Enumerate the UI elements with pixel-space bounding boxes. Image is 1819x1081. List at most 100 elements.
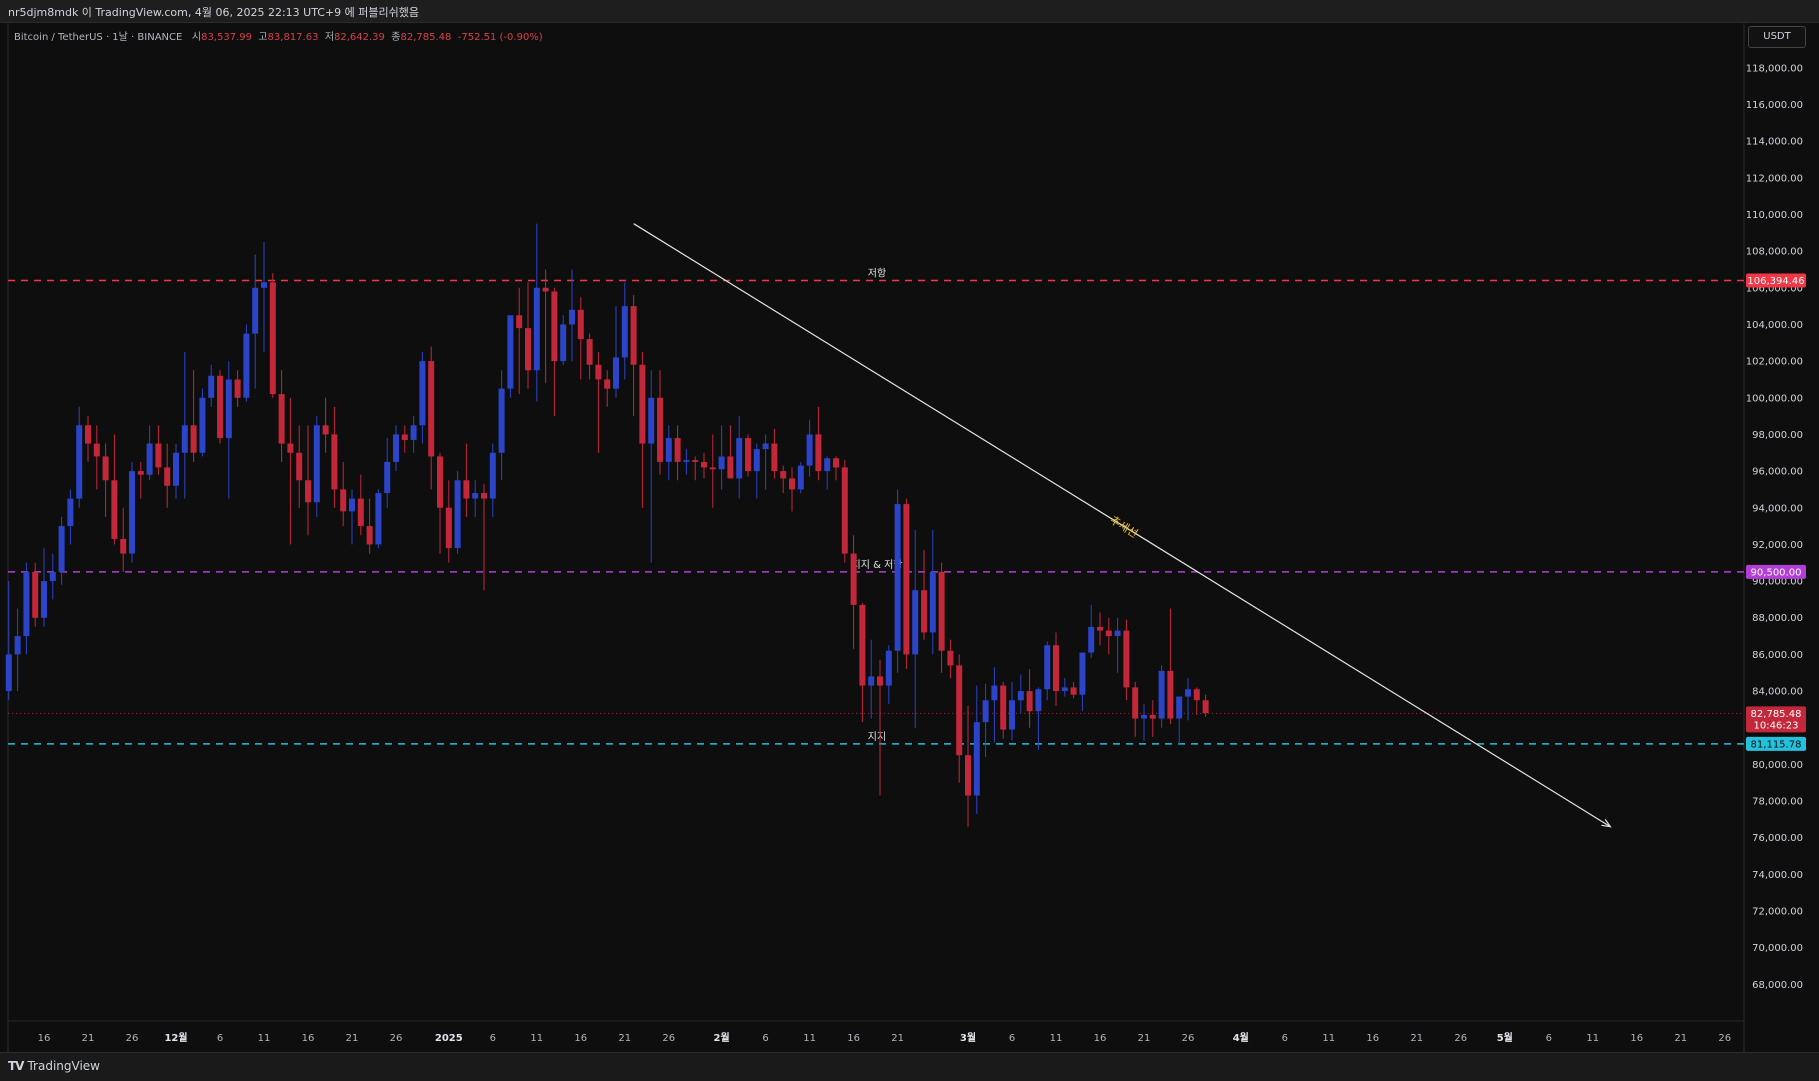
candle-body — [586, 339, 593, 365]
time-tick-label: 21 — [1674, 1033, 1687, 1044]
candle-body — [815, 434, 822, 472]
candle-body — [921, 590, 927, 633]
time-tick-label: 21 — [1410, 1033, 1423, 1044]
candle-body — [23, 571, 30, 637]
candle-body — [551, 291, 558, 362]
candle-body — [164, 467, 171, 486]
candle-body — [1088, 626, 1095, 653]
time-tick-label: 21 — [618, 1033, 631, 1044]
time-tick-label: 16 — [574, 1033, 587, 1044]
candle-body — [384, 461, 391, 494]
time-tick-label: 26 — [1454, 1033, 1467, 1044]
time-tick-label: 26 — [390, 1033, 403, 1044]
candle-body — [287, 443, 294, 453]
time-tick-label: 11 — [803, 1033, 816, 1044]
price-tick-label: 78,000.00 — [1752, 797, 1803, 808]
price-tick-label: 108,000.00 — [1746, 247, 1803, 258]
candle-body — [762, 443, 769, 450]
price-tick-label: 118,000.00 — [1746, 63, 1803, 74]
candle-body — [560, 324, 567, 362]
price-tick-label: 80,000.00 — [1752, 760, 1803, 771]
time-tick-label: 3월 — [960, 1032, 976, 1044]
candle-body — [780, 471, 787, 479]
legend-close: 82,785.48 — [400, 32, 452, 43]
candle-body — [349, 498, 355, 512]
candle-body — [894, 504, 901, 651]
candle-body — [261, 282, 267, 288]
price-tick-label: 74,000.00 — [1752, 870, 1803, 881]
tradingview-logo[interactable]: TV TradingView — [8, 1059, 100, 1073]
time-tick-label: 11 — [1586, 1033, 1599, 1044]
candle-body — [1132, 687, 1139, 719]
symbol-legend[interactable]: Bitcoin / TetherUS · 1날 · BINANCE 시83,53… — [14, 28, 543, 43]
time-tick-label: 16 — [302, 1033, 315, 1044]
price-tags: 106,394.46 90,500.00 81,115.78 82,785.4810:… — [1746, 273, 1806, 751]
candle-body — [199, 397, 206, 453]
time-tick-label: 16 — [847, 1033, 860, 1044]
time-tick-label: 12월 — [164, 1032, 187, 1044]
price-axis-panel[interactable] — [1744, 22, 1819, 1052]
footer: TV TradingView — [0, 1052, 1819, 1081]
candle-body — [67, 498, 74, 527]
candle-body — [269, 282, 276, 395]
time-tick-label: 21 — [346, 1033, 359, 1044]
candle-body — [1061, 687, 1068, 692]
time-tick-label: 11 — [530, 1033, 543, 1044]
price-tick-label: 70,000.00 — [1752, 943, 1803, 954]
time-tick-label: 26 — [1718, 1033, 1731, 1044]
resistance-price-tag: 106,394.46 — [1747, 276, 1804, 287]
candle-body — [322, 425, 329, 435]
time-tick-label: 6 — [217, 1033, 223, 1044]
time-tick-label: 16 — [1630, 1033, 1643, 1044]
time-tick-label: 6 — [1009, 1033, 1015, 1044]
time-tick-label: 6 — [1282, 1033, 1288, 1044]
price-tick-label: 88,000.00 — [1752, 613, 1803, 624]
candle-body — [1079, 652, 1086, 695]
candle-body — [938, 571, 945, 651]
candle-body — [489, 452, 496, 499]
candles — [5, 223, 1209, 827]
support-resistance-label: 지지 & 저항 — [852, 559, 903, 571]
resistance-label: 저항 — [868, 268, 886, 280]
candle-body — [947, 650, 954, 666]
candle-body — [595, 364, 602, 380]
candle-body — [85, 425, 91, 444]
legend-close-label: 종 — [391, 32, 401, 43]
legend-open-label: 시 — [191, 32, 202, 43]
last-price-tag: 82,785.48 — [1751, 709, 1802, 720]
candle-body — [437, 456, 443, 508]
time-tick-label: 11 — [1050, 1033, 1063, 1044]
currency-button[interactable]: USDT — [1748, 26, 1806, 48]
candle-body — [674, 438, 681, 462]
candle-body — [173, 452, 179, 486]
price-tick-label: 98,000.00 — [1752, 430, 1803, 441]
candle-body — [621, 306, 628, 358]
price-tick-label: 116,000.00 — [1746, 100, 1803, 111]
candle-body — [234, 379, 241, 398]
candle-body — [102, 456, 109, 481]
candle-body — [806, 434, 813, 466]
candle-body — [1114, 630, 1121, 637]
time-tick-label: 16 — [38, 1033, 51, 1044]
time-tick-label: 5월 — [1497, 1032, 1513, 1044]
candle-body — [5, 654, 12, 692]
candle-body — [366, 526, 373, 545]
price-tick-label: 84,000.00 — [1752, 687, 1803, 698]
time-tick-label: 26 — [1182, 1033, 1195, 1044]
time-tick-label: 26 — [126, 1033, 139, 1044]
time-tick-label: 16 — [1366, 1033, 1379, 1044]
candle-body — [789, 478, 795, 490]
candle-body — [736, 438, 743, 479]
time-tick-label: 16 — [1094, 1033, 1107, 1044]
legend-change: -752.51 (-0.90%) — [457, 32, 543, 43]
legend-open: 83,537.99 — [201, 32, 252, 43]
legend-symbol: Bitcoin / TetherUS · 1날 · BINANCE — [14, 32, 183, 43]
candle-body — [419, 361, 426, 426]
candle-body — [375, 493, 382, 545]
candle-body — [331, 434, 338, 490]
candle-body — [472, 493, 479, 499]
candle-body — [1193, 689, 1200, 701]
support-price-tag: 81,115.78 — [1751, 739, 1802, 750]
